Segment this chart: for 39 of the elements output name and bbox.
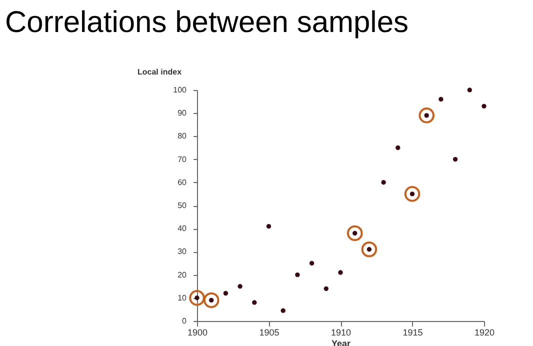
- x-tick-label: 1920: [474, 328, 495, 338]
- point: [361, 242, 378, 258]
- point: [452, 156, 458, 162]
- point: [467, 88, 472, 92]
- point: [404, 186, 420, 202]
- point: [223, 290, 228, 296]
- chart-title: Correlations between samples: [5, 6, 409, 39]
- y-tick-label: 30: [178, 247, 188, 256]
- y-tick-label: 20: [178, 270, 188, 280]
- y-tick-label: 80: [178, 132, 188, 141]
- x-tick-label: 1900: [187, 328, 208, 338]
- x-tick-label: 1915: [402, 328, 423, 338]
- y-tick-label: 90: [178, 108, 188, 118]
- point: [482, 104, 486, 109]
- point: [189, 290, 205, 306]
- x-tick-label: 1905: [259, 328, 280, 338]
- y-tick-label: 70: [178, 154, 188, 164]
- y-tick-label: 100: [173, 86, 188, 94]
- y-tick-label: 10: [178, 293, 188, 302]
- point: [309, 260, 314, 266]
- point: [266, 224, 272, 229]
- point: [203, 292, 220, 308]
- point: [396, 145, 400, 150]
- point: [381, 180, 386, 185]
- point: [438, 96, 444, 102]
- point: [324, 286, 328, 291]
- y-tick-label: 60: [178, 178, 188, 187]
- point: [346, 225, 363, 242]
- y-tick-label: 0: [182, 316, 188, 326]
- x-tick-label: 1910: [330, 328, 352, 338]
- y-tick-label: 40: [178, 224, 188, 234]
- point: [280, 308, 286, 313]
- point: [252, 300, 257, 305]
- point: [418, 108, 434, 124]
- point: [238, 284, 242, 289]
- y-tick-label: 50: [178, 201, 188, 210]
- point: [338, 270, 343, 275]
- y-axis-title: Local index: [138, 68, 182, 76]
- point: [295, 272, 300, 278]
